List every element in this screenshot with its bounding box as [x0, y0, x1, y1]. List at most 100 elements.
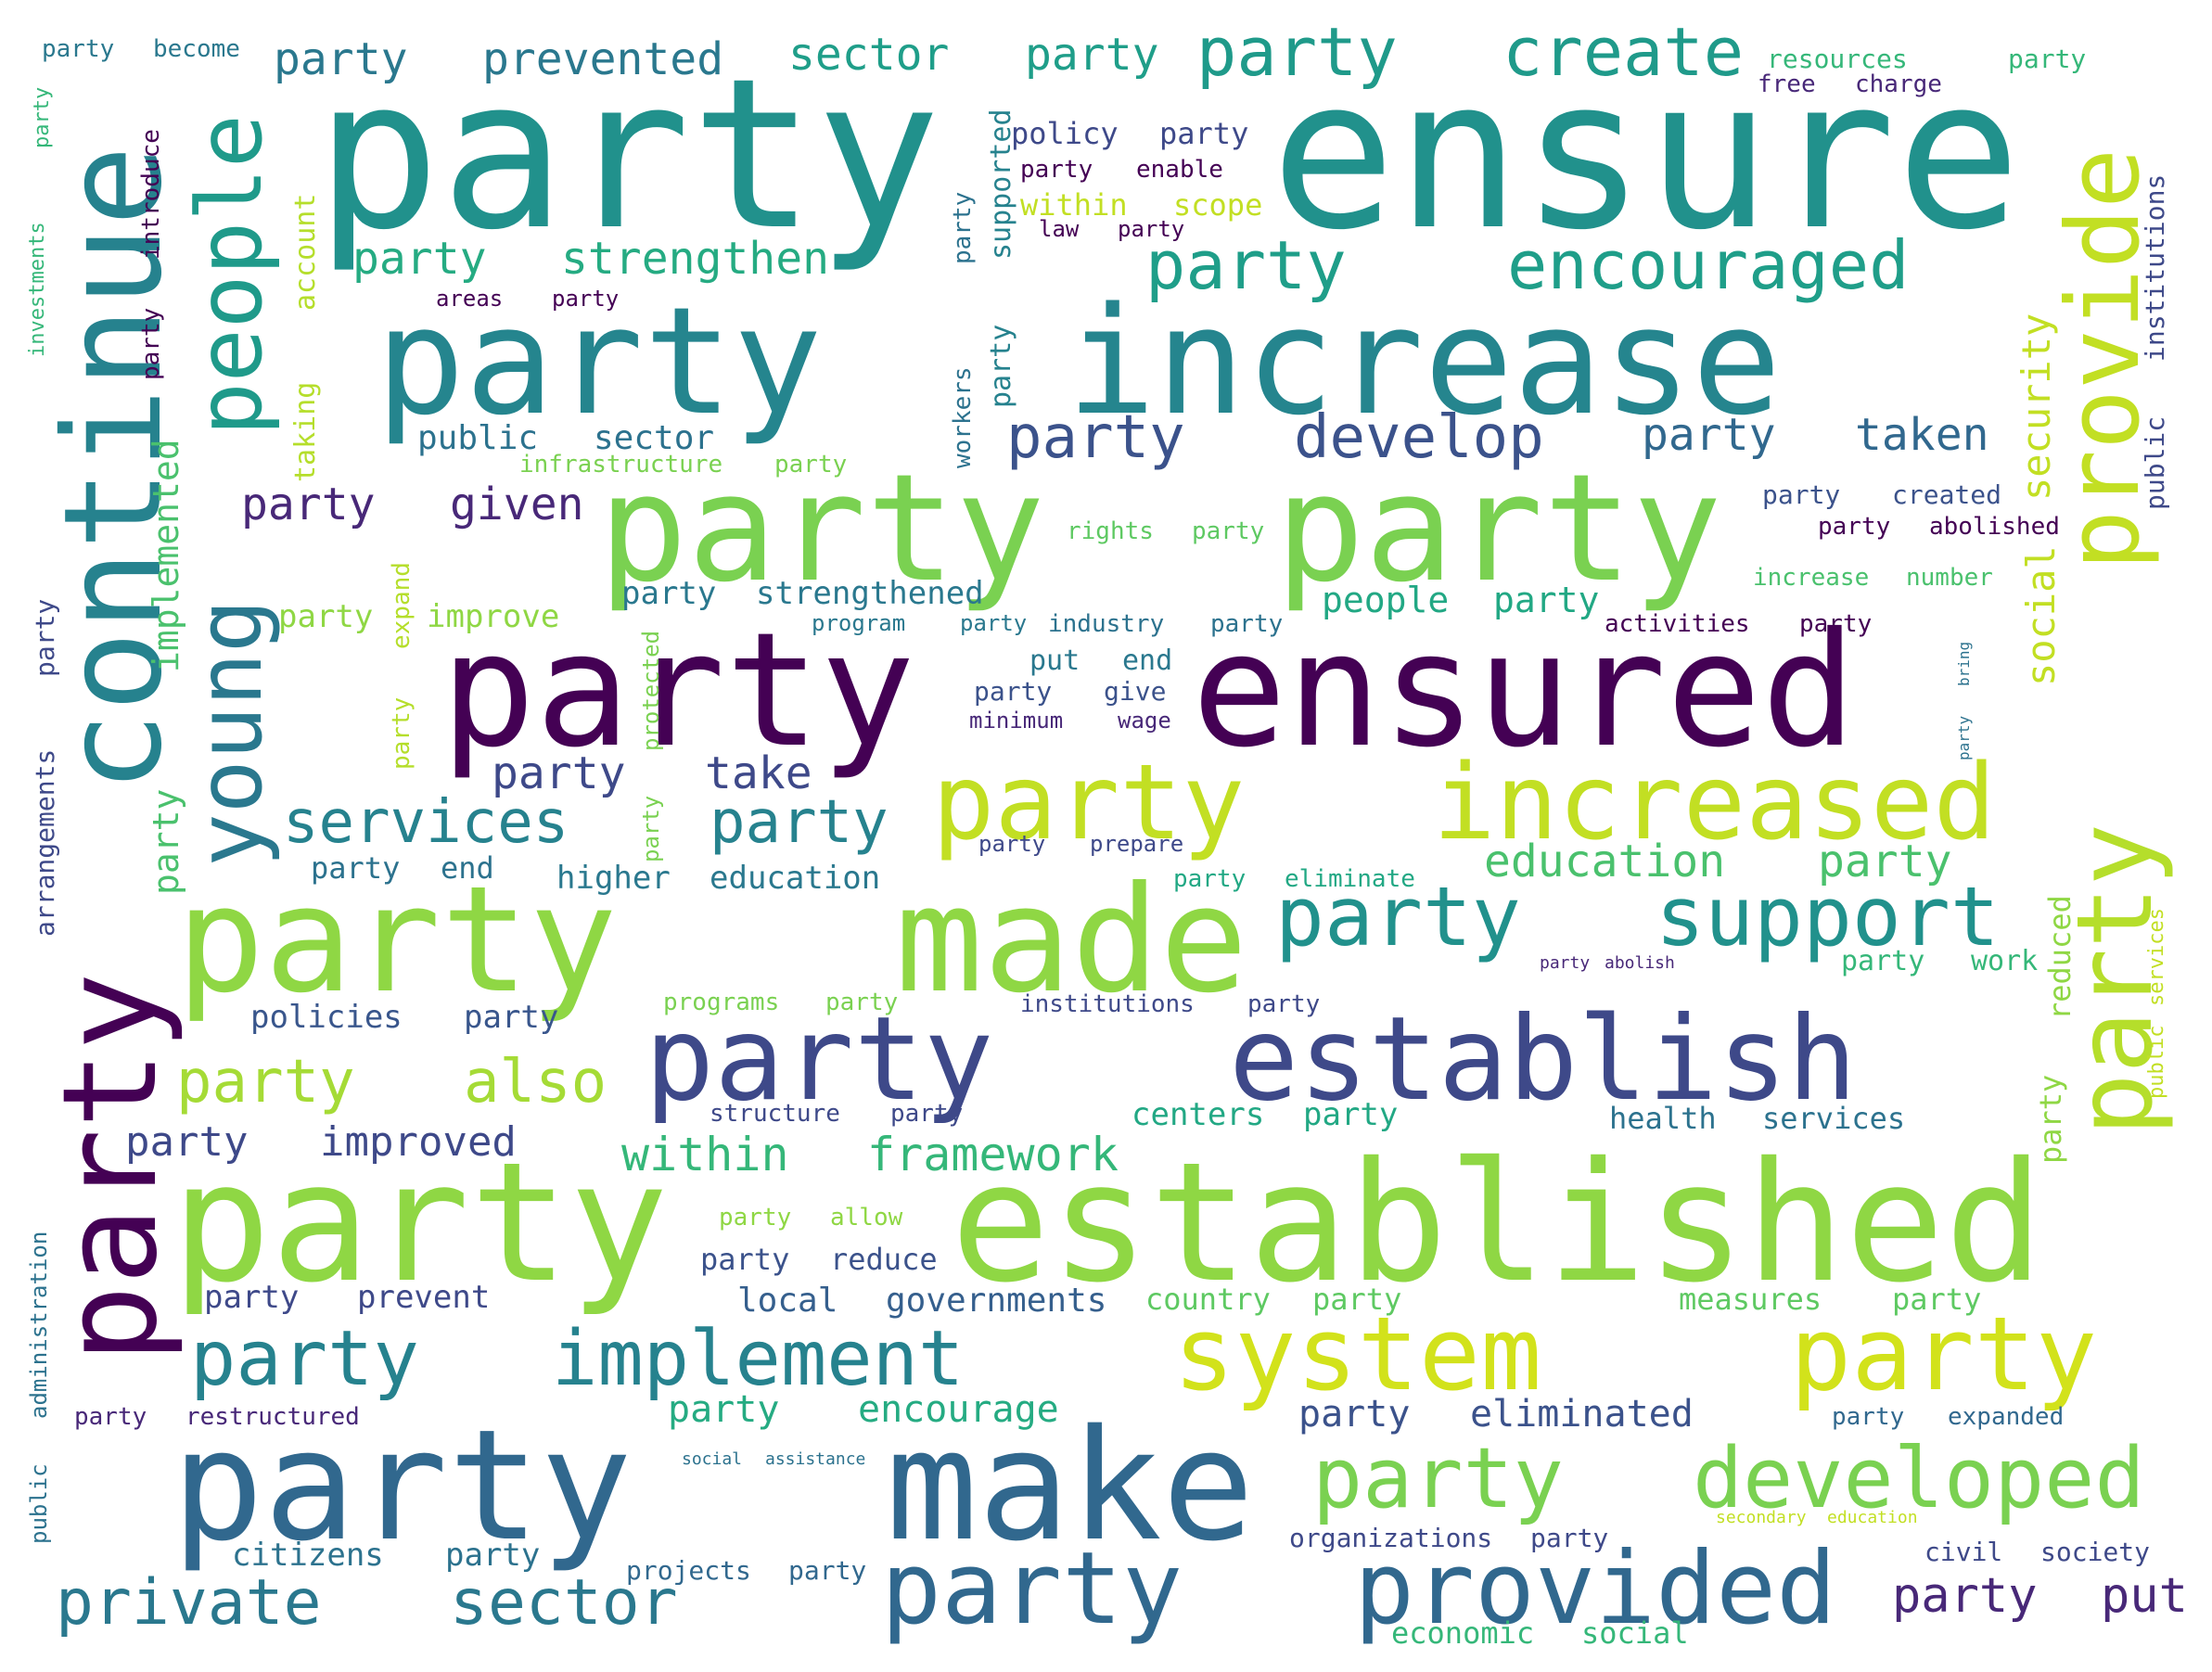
word: services [1762, 1101, 1906, 1136]
word: party [1303, 1096, 1399, 1133]
word: party [774, 451, 848, 479]
word: improve [427, 598, 560, 635]
word: party [1145, 226, 1347, 304]
word: party [376, 274, 823, 448]
word: party [492, 747, 626, 799]
word: also [464, 1048, 607, 1117]
word: encourage [858, 1388, 1059, 1431]
word: supported [985, 108, 1017, 260]
word: party [1025, 29, 1159, 81]
word: ensured [1192, 599, 1857, 783]
word: administration [26, 1231, 52, 1419]
word: party [1790, 1295, 2098, 1413]
word: encouraged [1507, 226, 1910, 304]
word: services [283, 788, 569, 857]
word: party [1799, 610, 1873, 638]
word: expanded [1948, 1403, 2065, 1431]
word: put [1029, 645, 1080, 677]
word: party [1818, 513, 1891, 541]
word: prevented [482, 33, 724, 85]
word: measures [1679, 1282, 1822, 1317]
word: people [1322, 580, 1450, 620]
word: party [441, 599, 915, 783]
word: strengthened [756, 575, 984, 612]
word: wage [1118, 708, 1171, 734]
word: protected [638, 630, 664, 751]
word: party [74, 1403, 147, 1431]
word: eliminated [1470, 1393, 1694, 1436]
word: assistance [765, 1449, 866, 1469]
word: education [1827, 1508, 1918, 1527]
word: party [1020, 156, 1093, 184]
word: institutions [1020, 990, 1195, 1018]
word: party [949, 191, 977, 264]
word: education [710, 860, 881, 897]
word: party [315, 33, 941, 275]
word: governments [886, 1282, 1107, 1320]
word: party [638, 795, 664, 862]
word: party [1832, 1403, 1905, 1431]
word: party [1818, 836, 1952, 887]
word: ensure [1271, 33, 2022, 275]
word: programs [663, 989, 780, 1016]
word: party [1159, 116, 1249, 151]
word: party [788, 1555, 867, 1586]
word: party [1298, 1393, 1411, 1436]
word: party [125, 1118, 249, 1166]
word: prevent [357, 1279, 491, 1316]
word: party [1540, 953, 1591, 973]
word: party [445, 1537, 541, 1574]
word: party [1312, 1430, 1564, 1527]
word: structure [710, 1100, 840, 1128]
word: abolish [1605, 953, 1675, 973]
word: projects [626, 1555, 751, 1586]
word: party [1762, 479, 1841, 510]
word: developed [1693, 1430, 2145, 1527]
word: introduce [137, 129, 165, 260]
word: minimum [969, 708, 1064, 734]
word: abolished [1929, 513, 2060, 541]
word: party [1210, 610, 1284, 638]
word: free [1758, 70, 1816, 98]
word: party [172, 1127, 669, 1319]
word: party [700, 1242, 790, 1277]
word: program [812, 610, 906, 636]
word: law [1039, 216, 1080, 242]
word: make [886, 1397, 1255, 1575]
word: economic [1391, 1615, 1535, 1651]
word: resources [1767, 44, 1908, 74]
word: restructured [185, 1403, 360, 1431]
word: end [1122, 645, 1173, 677]
word: organizations [1289, 1523, 1493, 1553]
word: public [2145, 1025, 2168, 1099]
word: charge [1855, 70, 1942, 98]
word: within [1020, 187, 1128, 223]
word: social [1581, 1615, 1689, 1651]
word: eliminate [1285, 865, 1415, 893]
word: party [1192, 517, 1265, 545]
word: become [153, 35, 240, 63]
word: improved [320, 1118, 517, 1166]
word: number [1906, 564, 1993, 592]
word: areas [436, 286, 504, 312]
word: activities [1605, 610, 1750, 638]
word: prepare [1090, 831, 1184, 857]
word: party [1275, 441, 1722, 615]
word: party [719, 1204, 792, 1232]
word: party [464, 999, 559, 1036]
word: social [2018, 545, 2064, 686]
word: education [1484, 836, 1726, 887]
word: investments [26, 222, 49, 357]
word: party [172, 1397, 633, 1575]
word: scope [1173, 187, 1263, 223]
word: party [1642, 409, 1776, 461]
word: security [2014, 313, 2059, 501]
word: party [1892, 1568, 2038, 1624]
word: party [1247, 990, 1321, 1018]
word: party [598, 441, 1045, 615]
word: party [30, 598, 60, 677]
word: health [1609, 1101, 1717, 1136]
word: strengthen [561, 233, 829, 285]
word: civil [1924, 1537, 2003, 1567]
